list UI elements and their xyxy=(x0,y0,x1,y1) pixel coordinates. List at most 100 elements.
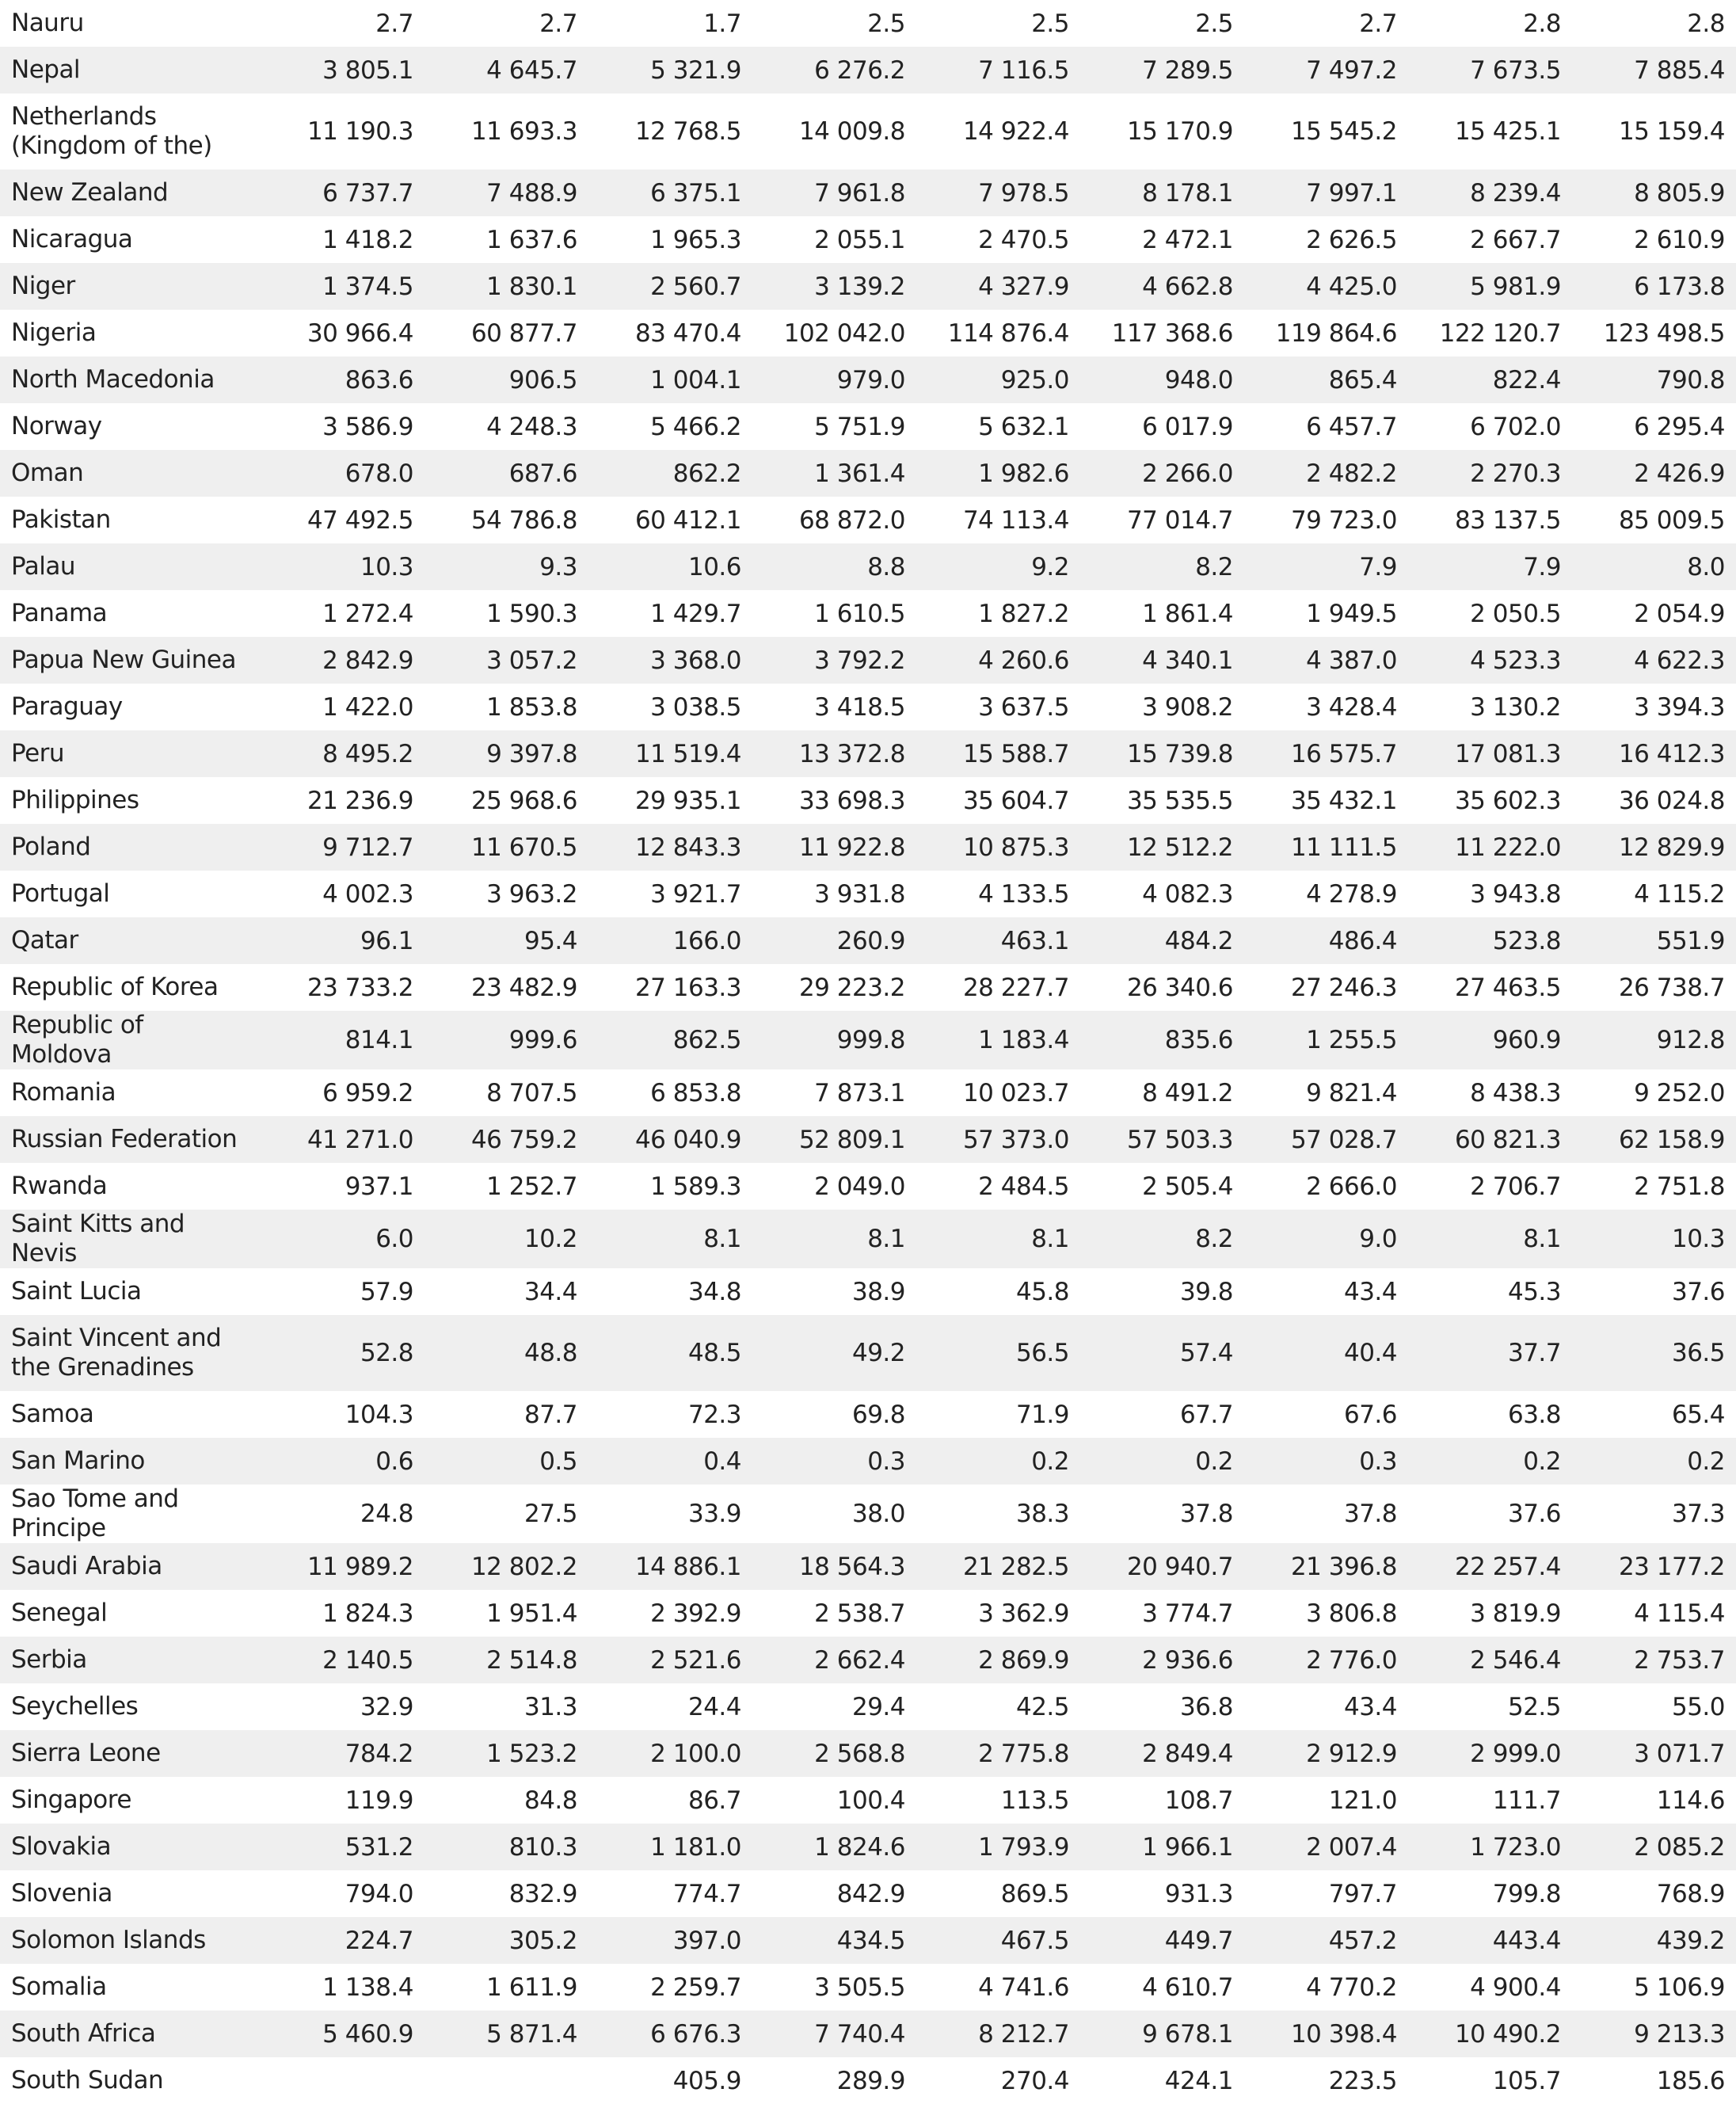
country-cell: Sao Tome and Principe xyxy=(11,1485,179,1542)
value-cell: 2 007.4 xyxy=(1244,1824,1408,1870)
value-cell xyxy=(424,2057,588,2104)
value-cell: 26 340.6 xyxy=(1126,973,1234,1002)
country-cell: Saudi Arabia xyxy=(0,1543,261,1590)
value-cell: 1 949.5 xyxy=(1306,599,1397,628)
value-cell: 3 931.8 xyxy=(814,879,905,909)
value-cell: 48.5 xyxy=(588,1315,752,1391)
value-cell: 6 853.8 xyxy=(650,1078,741,1107)
table-row: Seychelles 32.9 31.3 24.4 29.4 42.5 36.8 43.4 52… xyxy=(0,1683,1736,1730)
value-cell: 2 140.5 xyxy=(261,1637,424,1683)
value-cell: 1 374.5 xyxy=(261,263,424,310)
value-cell: 43.4 xyxy=(1343,1692,1398,1721)
value-cell: 2 270.3 xyxy=(1408,450,1572,497)
value-cell: 0.4 xyxy=(588,1438,752,1485)
table-row: Saudi Arabia 11 989.2 12 802.2 14 886.1 18 5… xyxy=(0,1543,1736,1590)
value-cell: 305.2 xyxy=(424,1917,588,1964)
value-cell: 1 004.1 xyxy=(588,356,752,403)
value-cell: 100.4 xyxy=(836,1786,906,1815)
value-cell: 3 038.5 xyxy=(650,692,741,722)
value-cell: 457.2 xyxy=(1244,1917,1408,1964)
value-cell: 2 521.6 xyxy=(588,1637,752,1683)
value-cell: 3 362.9 xyxy=(978,1599,1069,1628)
value-cell: 36 024.8 xyxy=(1618,786,1726,815)
value-cell: 2 667.7 xyxy=(1470,225,1561,254)
value-cell: 57.9 xyxy=(360,1277,414,1306)
value-cell: 15 588.7 xyxy=(916,730,1080,777)
value-cell: 35 432.1 xyxy=(1290,786,1398,815)
country-cell: South Africa xyxy=(0,2011,261,2057)
value-cell: 71.9 xyxy=(1015,1400,1070,1429)
value-cell: 68 872.0 xyxy=(798,505,906,535)
value-cell: 3 637.5 xyxy=(978,692,1069,722)
value-cell: 4 770.2 xyxy=(1306,1972,1397,2002)
value-cell: 37.6 xyxy=(1507,1500,1562,1528)
value-cell: 52.8 xyxy=(261,1315,424,1391)
country-cell: South Sudan xyxy=(11,2066,164,2094)
value-cell: 2 472.1 xyxy=(1142,225,1233,254)
value-cell: 10 875.3 xyxy=(916,824,1080,871)
value-cell: 2 266.0 xyxy=(1080,450,1244,497)
value-cell: 34.4 xyxy=(523,1277,578,1306)
value-cell: 35 535.5 xyxy=(1126,786,1234,815)
value-cell: 2.5 xyxy=(1195,9,1233,38)
value-cell: 15 545.2 xyxy=(1290,117,1398,146)
value-cell: 52 809.1 xyxy=(752,1116,916,1163)
table-row: Sierra Leone 784.2 1 523.2 2 100.0 2 568.8 2 … xyxy=(0,1730,1736,1777)
value-cell: 1 793.9 xyxy=(916,1824,1080,1870)
value-cell: 2 849.4 xyxy=(1080,1730,1244,1777)
value-cell: 687.6 xyxy=(424,450,588,497)
value-cell: 74 113.4 xyxy=(962,505,1070,535)
value-cell: 8.1 xyxy=(752,1210,916,1268)
country-cell: Nigeria xyxy=(11,318,97,347)
value-cell: 865.4 xyxy=(1244,356,1408,403)
value-cell: 8 212.7 xyxy=(916,2011,1080,2057)
value-cell: 814.1 xyxy=(261,1011,424,1069)
table-row: Norway 3 586.9 4 248.3 5 466.2 5 751.9 5 632.… xyxy=(0,403,1736,450)
table-row: Singapore 119.9 84.8 86.7 100.4 113.5 108.7 121… xyxy=(0,1777,1736,1824)
value-cell: 260.9 xyxy=(752,917,916,964)
table-row: Netherlands (Kingdom of the) 11 190.3 11 6… xyxy=(0,93,1736,170)
value-cell: 5 632.1 xyxy=(978,412,1069,441)
value-cell: 37.6 xyxy=(1671,1277,1726,1306)
value-cell: 45.3 xyxy=(1507,1277,1562,1306)
value-cell: 9 678.1 xyxy=(1080,2011,1244,2057)
value-cell: 3 908.2 xyxy=(1142,692,1233,722)
value-cell: 3 943.8 xyxy=(1470,879,1561,909)
value-cell: 937.1 xyxy=(345,1172,414,1201)
value-cell: 2 100.0 xyxy=(588,1730,752,1777)
value-cell: 8 707.5 xyxy=(486,1078,577,1107)
value-cell: 0.5 xyxy=(424,1438,588,1485)
country-cell: Qatar xyxy=(0,917,261,964)
value-cell: 23 177.2 xyxy=(1572,1543,1736,1590)
value-cell: 4 425.0 xyxy=(1244,263,1408,310)
value-cell: 1 272.4 xyxy=(322,599,413,628)
value-cell: 2.5 xyxy=(1031,9,1069,38)
value-cell: 0.6 xyxy=(261,1438,424,1485)
country-cell: Seychelles xyxy=(11,1692,139,1721)
value-cell: 65.4 xyxy=(1671,1400,1726,1429)
value-cell: 57.4 xyxy=(1080,1315,1244,1391)
value-cell: 11 111.5 xyxy=(1244,824,1408,871)
value-cell: 979.0 xyxy=(752,356,916,403)
value-cell: 7 289.5 xyxy=(1080,47,1244,93)
value-cell: 123 498.5 xyxy=(1603,318,1726,348)
country-cell: Rwanda xyxy=(11,1172,108,1200)
country-cell: Panama xyxy=(11,599,108,627)
value-cell: 1 610.5 xyxy=(814,599,905,628)
value-cell: 289.9 xyxy=(836,2066,906,2095)
value-cell: 4 523.3 xyxy=(1408,637,1572,684)
value-cell: 10 398.4 xyxy=(1244,2011,1408,2057)
value-cell: 42.5 xyxy=(1015,1692,1070,1721)
value-cell: 96.1 xyxy=(261,917,424,964)
country-cell: Slovenia xyxy=(11,1879,112,1908)
value-cell: 52.5 xyxy=(1507,1692,1562,1721)
value-cell: 2 484.5 xyxy=(978,1172,1069,1201)
value-cell: 2 560.7 xyxy=(588,263,752,310)
value-cell: 40.4 xyxy=(1244,1315,1408,1391)
value-cell: 54 786.8 xyxy=(470,505,578,535)
value-cell: 6 457.7 xyxy=(1306,412,1397,441)
value-cell: 111.7 xyxy=(1492,1786,1562,1815)
table-row: Palau 10.3 9.3 10.6 8.8 9.2 8.2 7.9 7.9 8.0 xyxy=(0,543,1736,590)
value-cell: 2 546.4 xyxy=(1408,1637,1572,1683)
